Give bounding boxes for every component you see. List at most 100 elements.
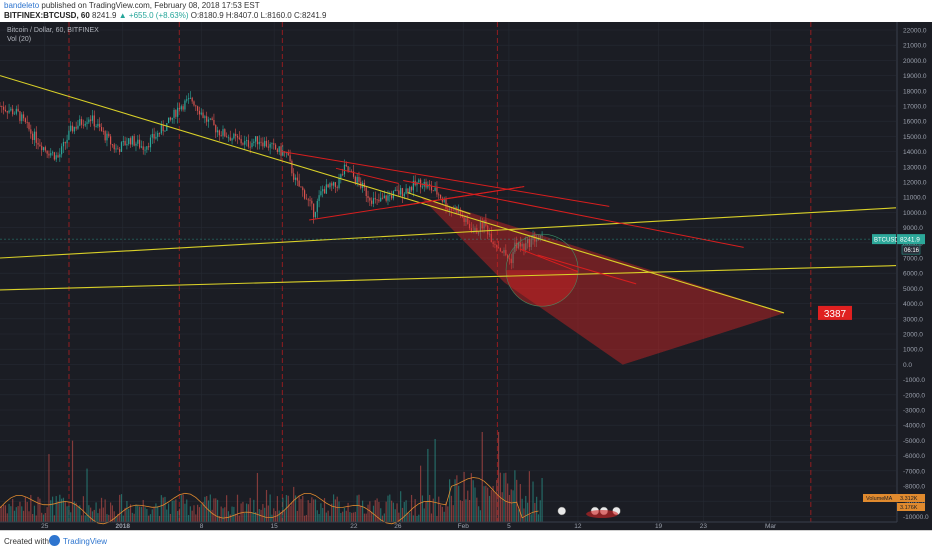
tradingview-brand[interactable]: TradingView [63,537,108,546]
candle-body [369,197,371,201]
volume-bar [4,505,7,522]
y-tick-label: -5000.0 [903,438,925,445]
candle-body [541,235,543,236]
candle-body [115,148,117,150]
countdown-bg [901,244,921,255]
candle-body [19,111,21,121]
candle-body [197,106,199,111]
chart-area[interactable]: 22000.0 21000.0 20000.0 19000.0 18000.0 17000… [0,22,932,530]
candle-body [274,144,277,150]
candle-body [528,239,530,247]
candle-body [39,144,41,146]
volume-bar [536,496,538,522]
volume-bar [492,486,494,522]
volume-bar [64,501,66,522]
volume-bar [340,513,342,522]
volume-bar [73,501,75,522]
volume-bar [280,511,282,522]
volume-bar [0,506,1,522]
volume-bar [215,498,217,522]
volume-tag: Volume [866,496,884,502]
volume-bar [75,502,77,522]
candle-body [394,189,396,192]
candle-body [416,182,418,186]
volume-bar [410,494,413,522]
volume-bar [206,496,208,522]
volume-bar [374,500,376,522]
candle-body [193,101,195,106]
candle-body [90,119,92,121]
candle-body [113,144,115,150]
x-axis: 25 2018 8 15 22 26 Feb 5 12 19 23 Mar [0,521,897,530]
volume-bar [17,506,19,522]
x-tick-label: 2018 [116,523,131,530]
candle-body [128,138,130,144]
volume-bar [320,503,322,522]
candle-body [322,189,324,192]
candle-body [481,222,483,229]
candle-body [95,126,97,128]
volume-bar [541,478,543,522]
open-value: O:8180.9 [190,11,224,20]
candle-body [385,195,387,201]
volume-bar [35,515,37,522]
candle-body [33,131,36,141]
volume-bar [66,506,68,522]
candle-body [111,144,114,146]
candle-body [0,106,1,107]
volume-bar [115,515,117,522]
candle-body [410,187,413,191]
volume-bar [517,509,520,522]
axis-labels: BTCUSD 8241.9 06:16 3387 Volume 3.312K 3.176K M… [0,234,925,518]
candle-body [450,208,453,210]
symbol-tag: BTCUSD [874,238,899,244]
candle-body [496,244,498,248]
volume-bar [507,483,509,522]
candle-body [224,129,226,137]
volume-bar [22,510,25,522]
candle-body [430,185,433,191]
candle-body [218,130,220,136]
volume-bar [142,499,144,522]
red-trendline-5 [335,167,399,185]
candle-body [51,152,54,154]
volume-bar [242,501,244,522]
volume-bar [46,507,48,522]
y-tick-label: 14000.0 [903,149,927,156]
candle-body [166,123,168,131]
candle-body [305,198,307,200]
volume-bar [458,485,460,522]
volume-bar [41,512,43,522]
x-tick-label: 12 [574,523,582,530]
candle-body [516,242,518,249]
candle-body [374,198,376,200]
candle-body [307,199,309,201]
candle-body [463,217,465,222]
y-tick-label: -4000.0 [903,423,925,430]
chart-svg[interactable]: 22000.0 21000.0 20000.0 19000.0 18000.0 17000… [0,22,932,530]
volume-bar [189,506,191,522]
candle-body [510,258,512,264]
volume-bar [97,513,99,522]
volume-bar [3,505,5,522]
y-tick-label: 3000.0 [903,316,923,323]
candle-body [222,129,224,136]
candle-body [434,187,436,191]
volume-bar [218,515,220,522]
candle-body [158,132,161,134]
volume-bar [483,486,485,522]
change-arrow-icon: ▲ [118,11,127,20]
last-price: 8241.9 [92,11,117,20]
volume-bar [412,515,414,522]
candle-body [48,153,50,156]
volume-bar [253,499,255,522]
y-tick-label: 12000.0 [903,180,927,187]
author-link[interactable]: bandeleto [4,1,40,10]
candle-body [503,249,505,253]
candle-body [17,108,19,112]
drawings [0,75,897,365]
candle-body [6,111,8,113]
price-tag-bg [897,234,925,245]
y-tick-label: 22000.0 [903,28,927,35]
candle-body [452,209,454,211]
